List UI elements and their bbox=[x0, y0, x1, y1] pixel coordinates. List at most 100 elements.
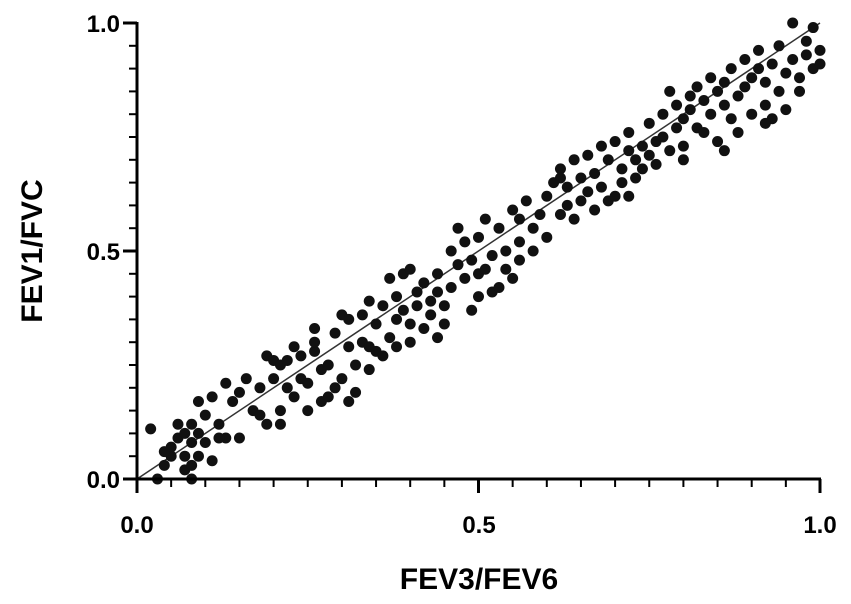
data-point bbox=[329, 327, 341, 339]
data-point bbox=[800, 49, 812, 61]
data-point bbox=[350, 386, 362, 398]
data-point bbox=[541, 190, 553, 202]
data-point bbox=[780, 67, 792, 79]
data-point bbox=[377, 300, 389, 312]
data-point bbox=[186, 437, 198, 449]
data-point bbox=[787, 17, 799, 29]
data-point bbox=[343, 313, 355, 325]
data-point bbox=[486, 250, 498, 262]
data-point bbox=[418, 323, 430, 335]
data-point bbox=[712, 85, 724, 97]
data-point bbox=[466, 254, 478, 266]
data-point bbox=[213, 418, 225, 430]
data-point bbox=[773, 85, 785, 97]
data-point bbox=[192, 395, 204, 407]
data-point bbox=[814, 58, 826, 70]
data-point bbox=[677, 113, 689, 125]
data-point bbox=[179, 450, 191, 462]
data-point bbox=[500, 263, 512, 275]
data-point bbox=[370, 318, 382, 330]
data-point bbox=[582, 186, 594, 198]
data-point bbox=[718, 76, 730, 88]
data-point bbox=[527, 222, 539, 234]
data-point bbox=[725, 63, 737, 75]
data-point bbox=[561, 181, 573, 193]
data-point bbox=[281, 354, 293, 366]
data-point bbox=[213, 432, 225, 444]
data-point bbox=[787, 53, 799, 65]
data-point bbox=[432, 332, 444, 344]
data-point bbox=[452, 259, 464, 271]
data-point bbox=[384, 272, 396, 284]
data-point bbox=[684, 104, 696, 116]
data-point bbox=[363, 295, 375, 307]
data-point bbox=[145, 423, 157, 435]
x-tick-label-2: 1.0 bbox=[803, 512, 836, 539]
data-point bbox=[466, 304, 478, 316]
data-point bbox=[445, 245, 457, 257]
data-point bbox=[507, 272, 519, 284]
data-point bbox=[650, 158, 662, 170]
data-point bbox=[568, 213, 580, 225]
x-tick-label-0: 0.0 bbox=[120, 512, 153, 539]
data-point bbox=[329, 382, 341, 394]
data-point bbox=[233, 386, 245, 398]
data-point bbox=[623, 126, 635, 138]
data-point bbox=[363, 341, 375, 353]
data-point bbox=[705, 72, 717, 84]
data-point bbox=[363, 364, 375, 376]
data-point bbox=[309, 345, 321, 357]
data-point bbox=[261, 418, 273, 430]
data-point bbox=[350, 359, 362, 371]
data-point bbox=[438, 300, 450, 312]
data-point bbox=[199, 437, 211, 449]
data-point bbox=[343, 395, 355, 407]
data-point bbox=[179, 427, 191, 439]
data-point bbox=[630, 154, 642, 166]
data-point bbox=[425, 309, 437, 321]
data-point bbox=[677, 140, 689, 152]
data-point bbox=[554, 163, 566, 175]
data-point bbox=[780, 104, 792, 116]
data-point bbox=[725, 113, 737, 125]
data-point bbox=[753, 63, 765, 75]
data-point bbox=[322, 391, 334, 403]
data-point bbox=[534, 209, 546, 221]
data-point bbox=[309, 336, 321, 348]
data-point bbox=[616, 163, 628, 175]
data-point bbox=[616, 177, 628, 189]
data-point bbox=[630, 172, 642, 184]
data-point bbox=[391, 313, 403, 325]
y-tick-label-0: 0.0 bbox=[87, 467, 120, 494]
data-point bbox=[288, 341, 300, 353]
data-point bbox=[575, 172, 587, 184]
data-point bbox=[274, 405, 286, 417]
data-point bbox=[493, 281, 505, 293]
data-point bbox=[254, 382, 266, 394]
data-point bbox=[473, 231, 484, 243]
data-point bbox=[636, 163, 648, 175]
y-tick-label-2: 1.0 bbox=[87, 11, 120, 38]
data-point bbox=[554, 209, 566, 221]
data-point bbox=[746, 108, 758, 120]
data-point bbox=[636, 140, 648, 152]
data-point bbox=[527, 245, 539, 257]
data-point bbox=[281, 382, 293, 394]
data-point bbox=[705, 108, 717, 120]
data-point bbox=[254, 409, 266, 421]
data-point bbox=[309, 323, 321, 335]
data-point bbox=[739, 81, 751, 93]
data-point bbox=[623, 190, 635, 202]
data-point bbox=[794, 72, 806, 84]
data-point bbox=[773, 40, 785, 52]
data-point bbox=[459, 236, 471, 248]
data-point bbox=[186, 418, 198, 430]
data-point bbox=[541, 231, 553, 243]
data-point bbox=[302, 377, 314, 389]
data-point bbox=[500, 245, 512, 257]
data-point bbox=[794, 85, 806, 97]
data-point bbox=[479, 263, 491, 275]
data-point bbox=[657, 108, 669, 120]
data-point bbox=[411, 286, 423, 298]
